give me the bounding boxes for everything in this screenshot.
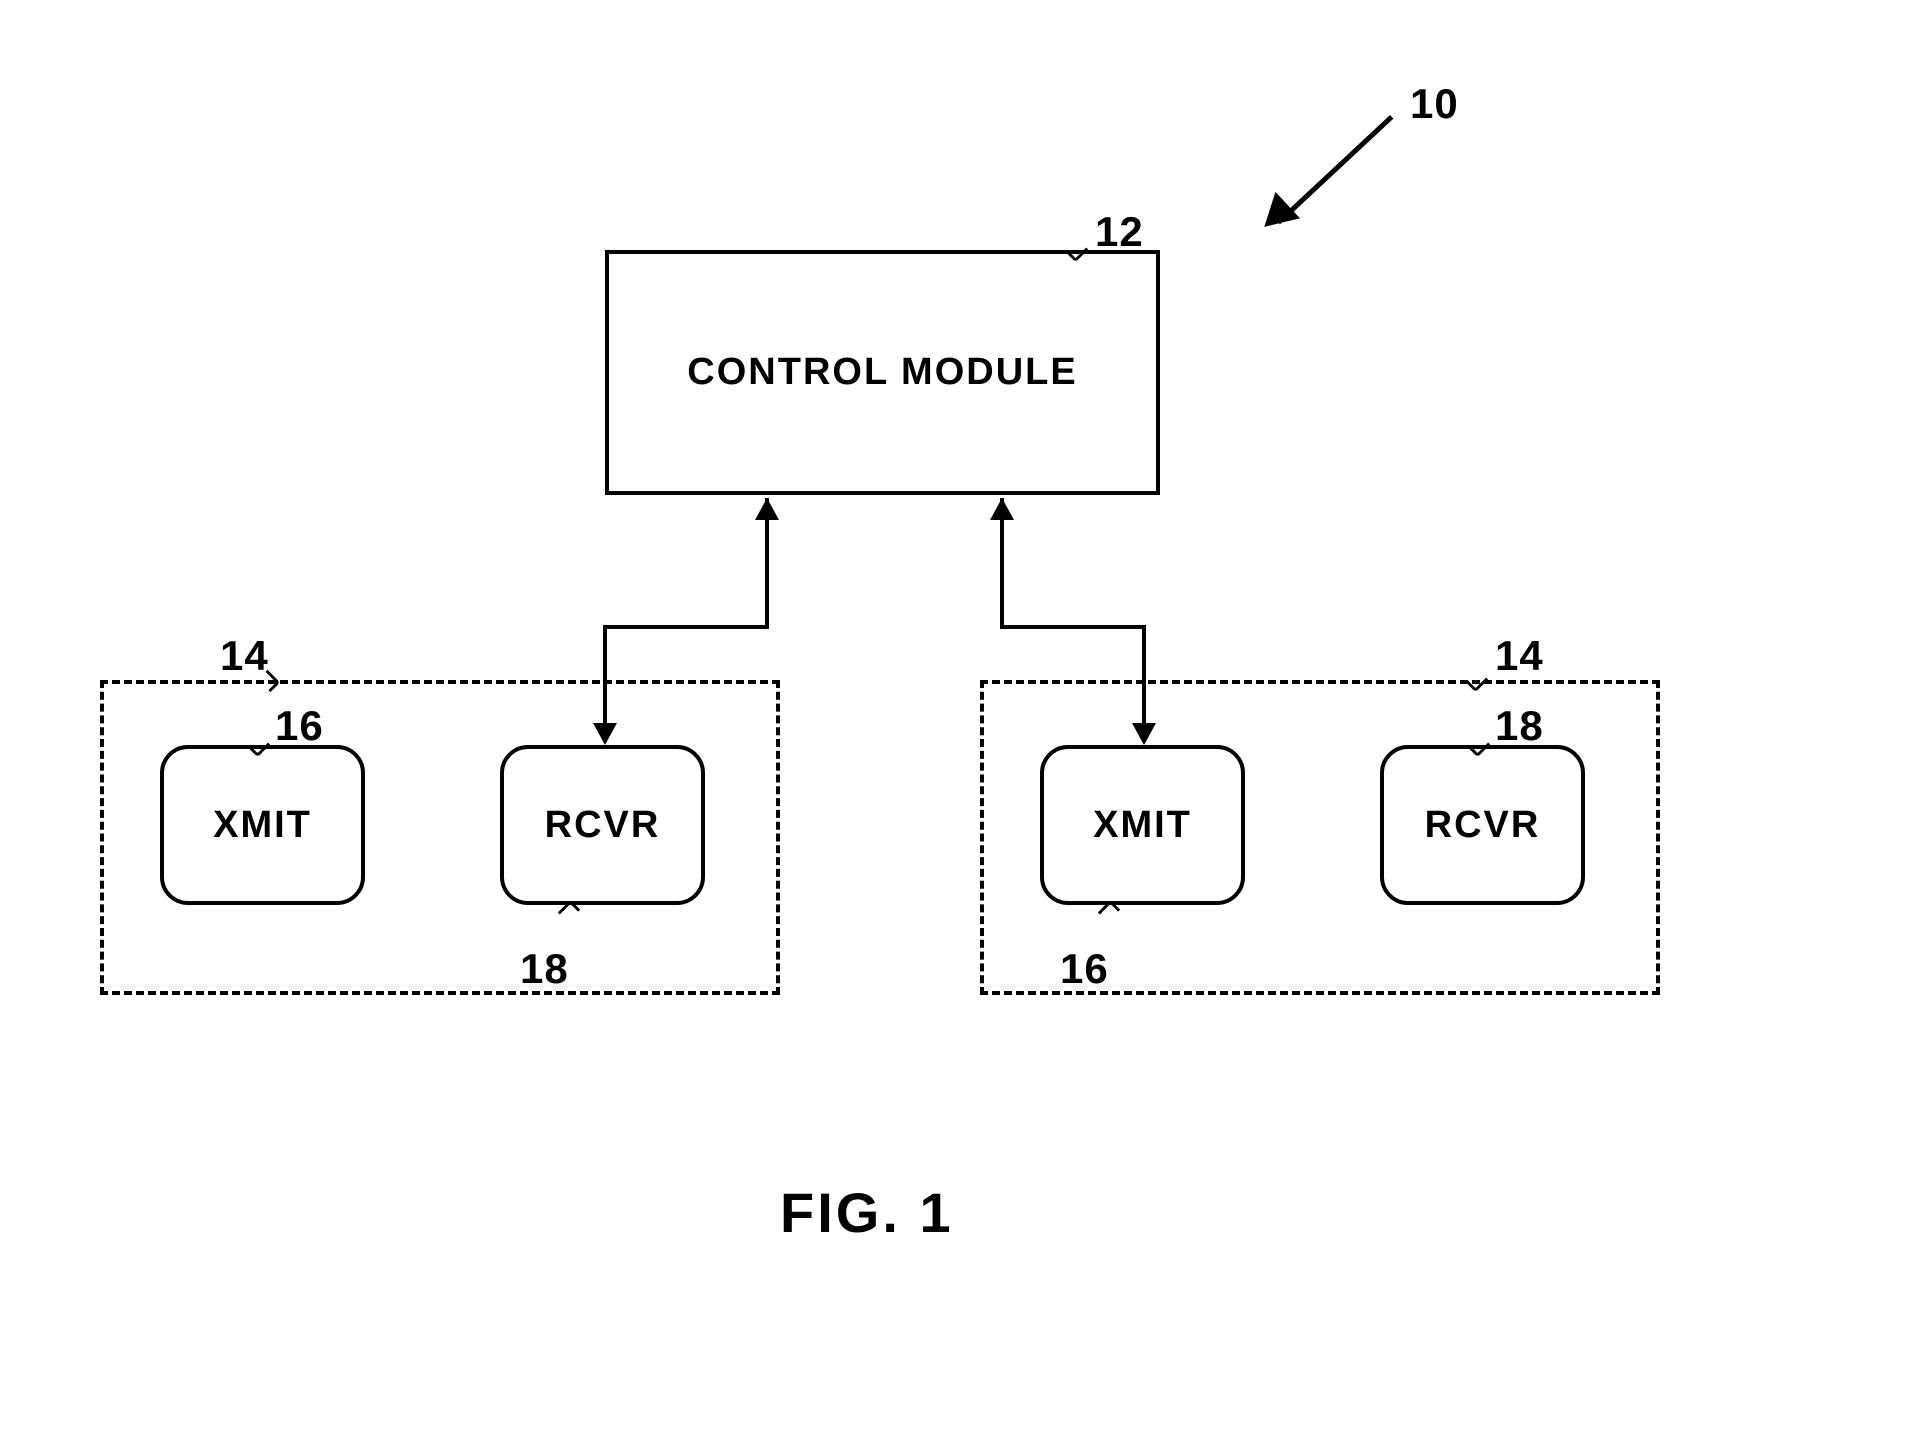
left-xmit-box: XMIT <box>160 745 365 905</box>
right-rcvr-box: RCVR <box>1380 745 1585 905</box>
right-ref-18: 18 <box>1495 702 1544 750</box>
control-module-box: CONTROL MODULE <box>605 250 1160 495</box>
right-xmit-box: XMIT <box>1040 745 1245 905</box>
left-xmit-label: XMIT <box>213 804 312 847</box>
left-ref-16: 16 <box>275 702 324 750</box>
top-arrow-head <box>1252 192 1300 240</box>
right-conn-vtop <box>1000 498 1004 629</box>
left-ref-18: 18 <box>520 945 569 993</box>
control-module-label: CONTROL MODULE <box>687 351 1077 394</box>
figure-label: FIG. 1 <box>780 1180 954 1245</box>
left-conn-h <box>603 625 769 629</box>
right-rcvr-label: RCVR <box>1425 804 1541 847</box>
top-arrow-line <box>1277 115 1394 224</box>
left-rcvr-label: RCVR <box>545 804 661 847</box>
ref-10: 10 <box>1410 80 1459 128</box>
right-ref-16: 16 <box>1060 945 1109 993</box>
right-conn-h <box>1000 625 1146 629</box>
right-xmit-label: XMIT <box>1093 804 1192 847</box>
ref-12: 12 <box>1095 208 1144 256</box>
right-ref-14: 14 <box>1495 632 1544 680</box>
block-diagram: 10 CONTROL MODULE 12 14 XMIT 16 RCVR 18 … <box>100 80 1800 1180</box>
left-rcvr-box: RCVR <box>500 745 705 905</box>
left-ref-14: 14 <box>220 632 269 680</box>
left-conn-vtop <box>765 498 769 629</box>
